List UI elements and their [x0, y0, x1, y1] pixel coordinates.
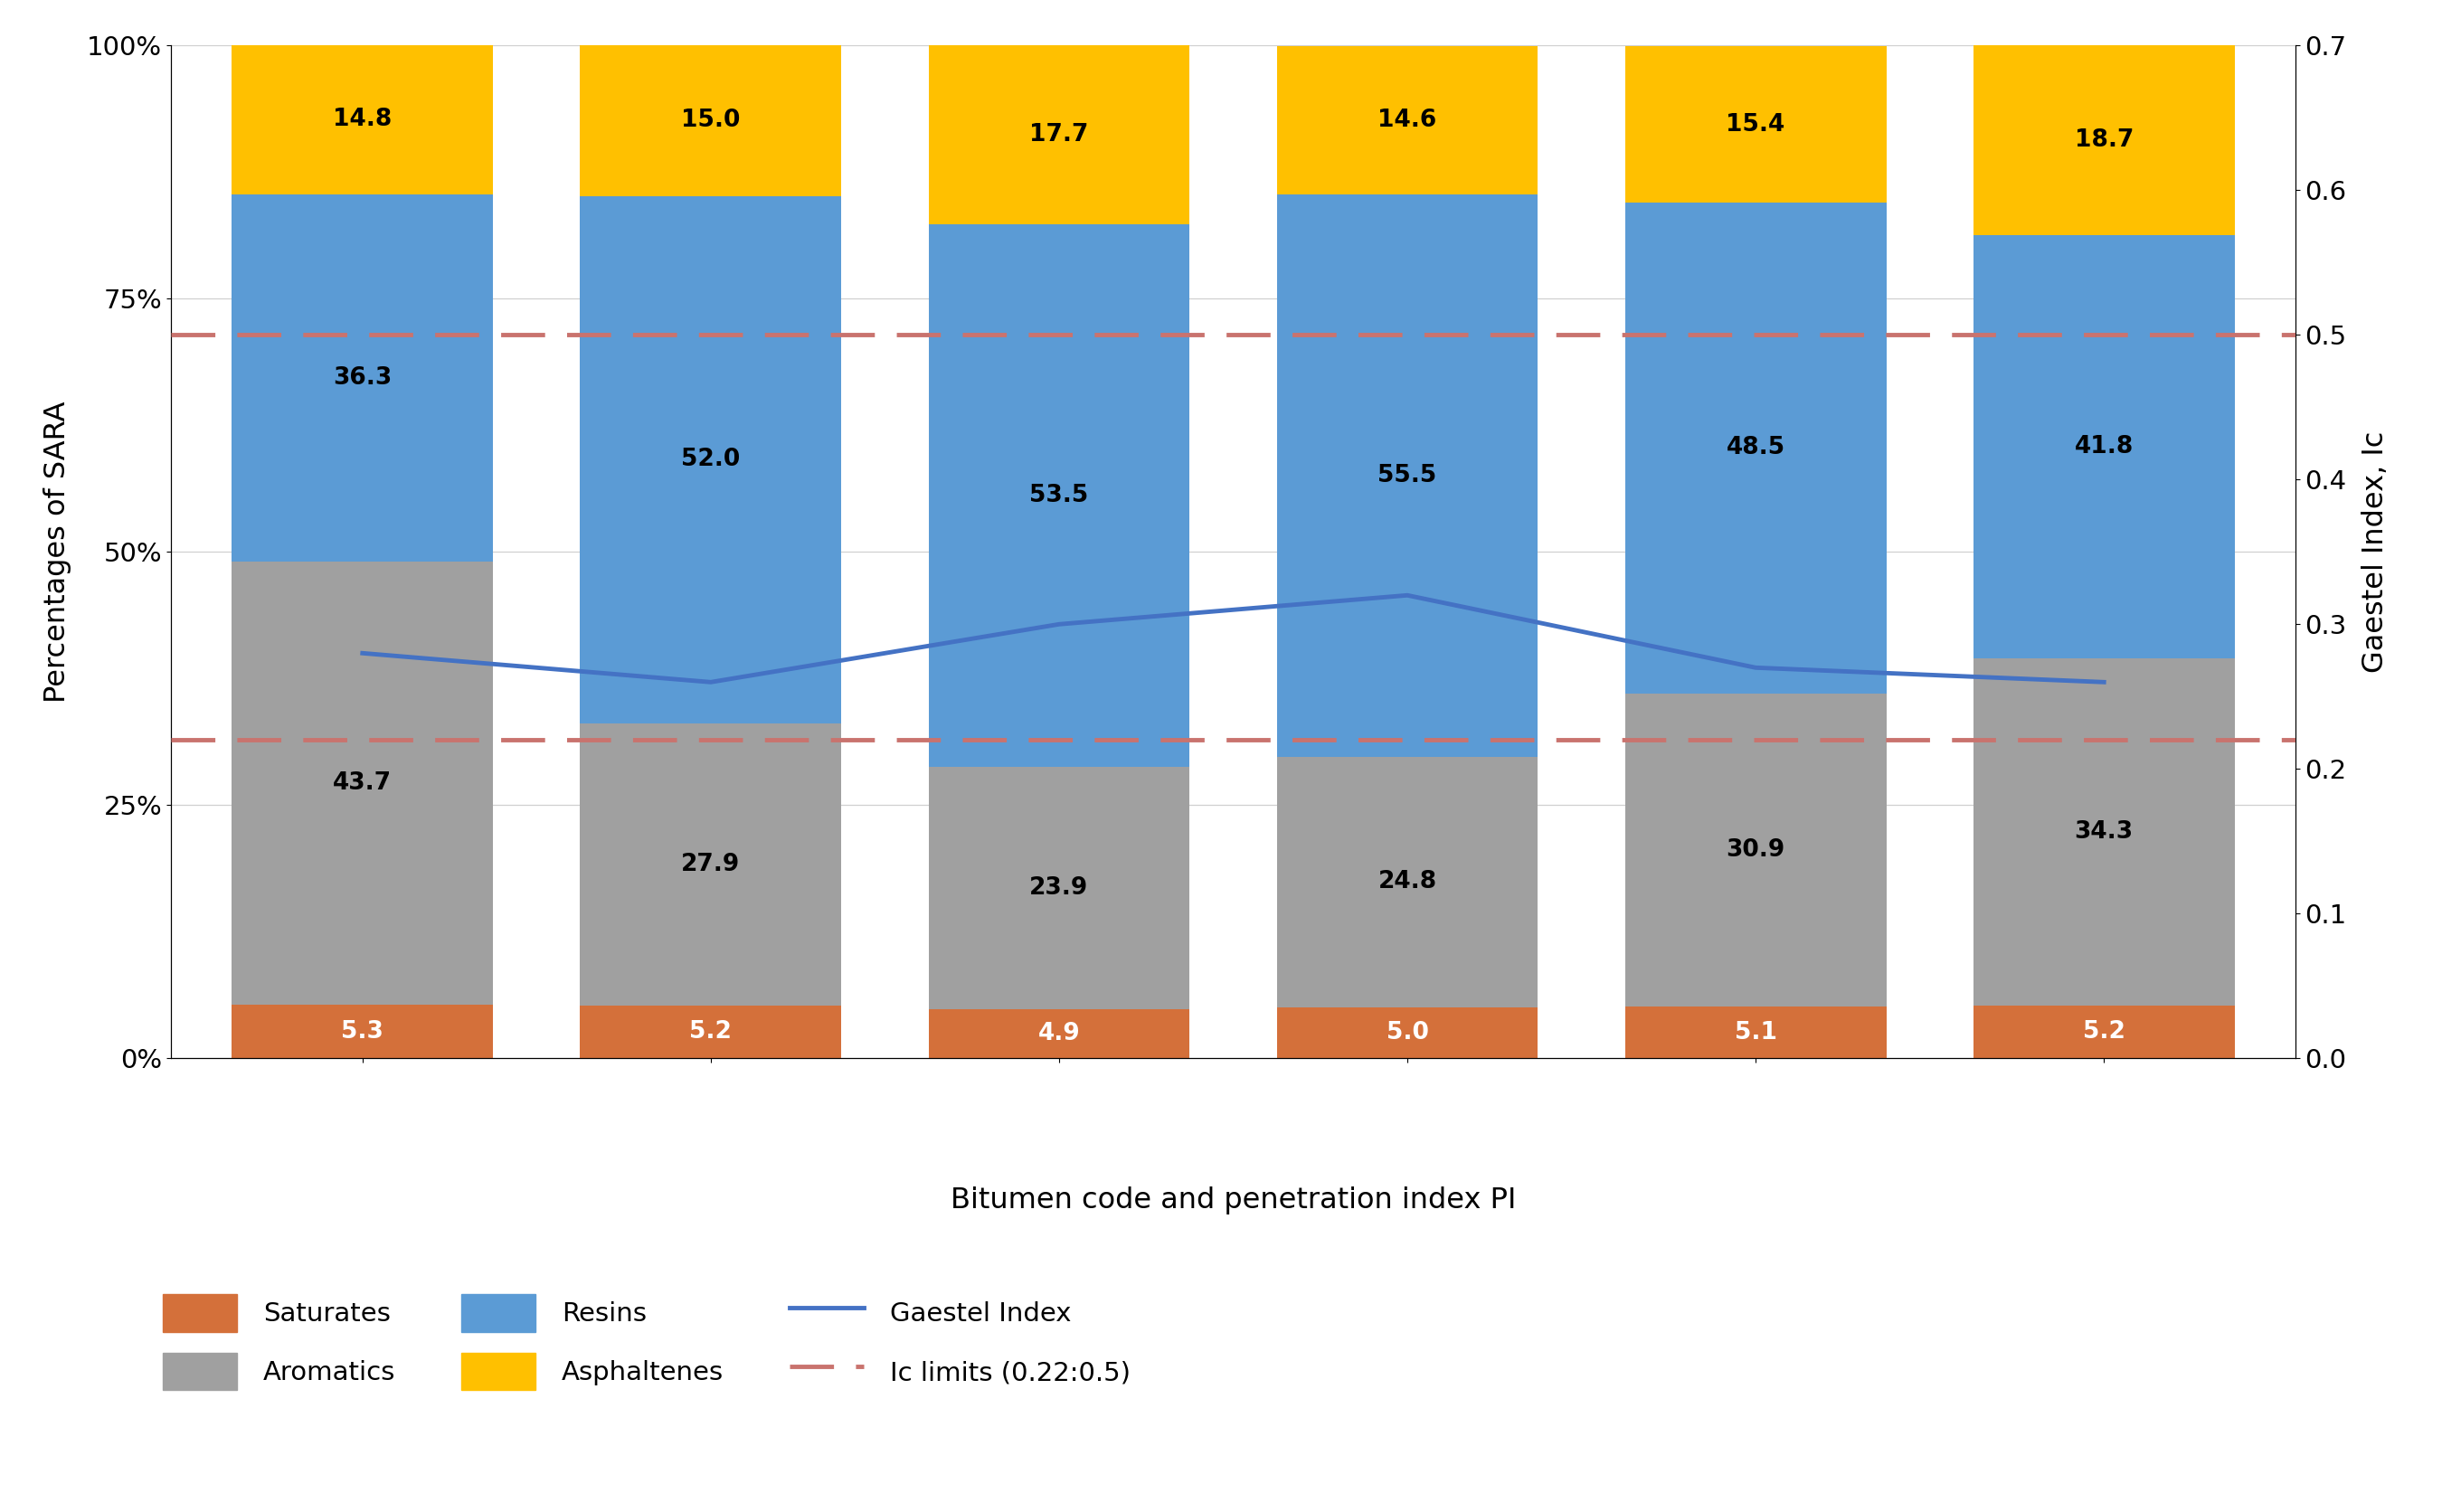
Text: 5.3: 5.3	[342, 1019, 383, 1043]
Text: 4.9: 4.9	[1038, 1022, 1079, 1045]
Bar	[581, 44, 842, 197]
Bar	[581, 1005, 842, 1058]
Text: 18.7: 18.7	[2073, 129, 2134, 151]
Text: 17.7: 17.7	[1031, 124, 1089, 147]
Bar	[232, 562, 493, 1004]
Text: 5.0: 5.0	[1387, 1021, 1429, 1045]
Text: 43.7: 43.7	[332, 771, 393, 795]
Text: 5.2: 5.2	[2083, 1021, 2125, 1043]
Bar	[232, 44, 493, 194]
Text: 24.8: 24.8	[1377, 871, 1436, 894]
Bar	[232, 1004, 493, 1058]
Text: 48.5: 48.5	[1726, 437, 1785, 460]
Text: 14.6: 14.6	[1377, 109, 1436, 132]
Bar	[1624, 1007, 1885, 1058]
Text: 15.4: 15.4	[1726, 112, 1785, 136]
Bar	[1624, 203, 1885, 694]
Bar	[928, 45, 1189, 225]
Bar	[581, 197, 842, 723]
Text: 5.2: 5.2	[689, 1021, 733, 1043]
Text: 15.0: 15.0	[681, 109, 740, 132]
Legend: Saturates, Aromatics, Resins, Asphaltenes, Gaestel Index, Ic limits (0.22:0.5): Saturates, Aromatics, Resins, Asphaltene…	[164, 1294, 1131, 1390]
Text: 53.5: 53.5	[1031, 484, 1089, 508]
Text: 36.3: 36.3	[332, 366, 393, 390]
Text: 55.5: 55.5	[1377, 464, 1436, 487]
Bar	[232, 194, 493, 562]
Y-axis label: Percentages of SARA: Percentages of SARA	[44, 401, 71, 703]
Text: 41.8: 41.8	[2073, 435, 2134, 458]
Text: 27.9: 27.9	[681, 853, 740, 875]
Bar	[1973, 45, 2234, 234]
Bar	[1277, 1007, 1538, 1058]
Bar	[1624, 694, 1885, 1007]
X-axis label: Bitumen code and penetration index PI: Bitumen code and penetration index PI	[950, 1187, 1516, 1214]
Text: 30.9: 30.9	[1726, 839, 1785, 862]
Bar	[1973, 658, 2234, 1005]
Text: 52.0: 52.0	[681, 448, 740, 472]
Text: 23.9: 23.9	[1031, 875, 1089, 900]
Bar	[928, 767, 1189, 1009]
Bar	[1277, 756, 1538, 1007]
Bar	[581, 723, 842, 1005]
Bar	[1277, 194, 1538, 756]
Bar	[1973, 234, 2234, 658]
Bar	[928, 225, 1189, 767]
Text: 34.3: 34.3	[2073, 820, 2134, 844]
Bar	[928, 1009, 1189, 1058]
Text: 5.1: 5.1	[1734, 1021, 1778, 1045]
Bar	[1624, 47, 1885, 203]
Bar	[1973, 1005, 2234, 1058]
Bar	[1277, 47, 1538, 194]
Text: 14.8: 14.8	[332, 107, 393, 132]
Y-axis label: Gaestel Index, Ic: Gaestel Index, Ic	[2361, 431, 2388, 673]
